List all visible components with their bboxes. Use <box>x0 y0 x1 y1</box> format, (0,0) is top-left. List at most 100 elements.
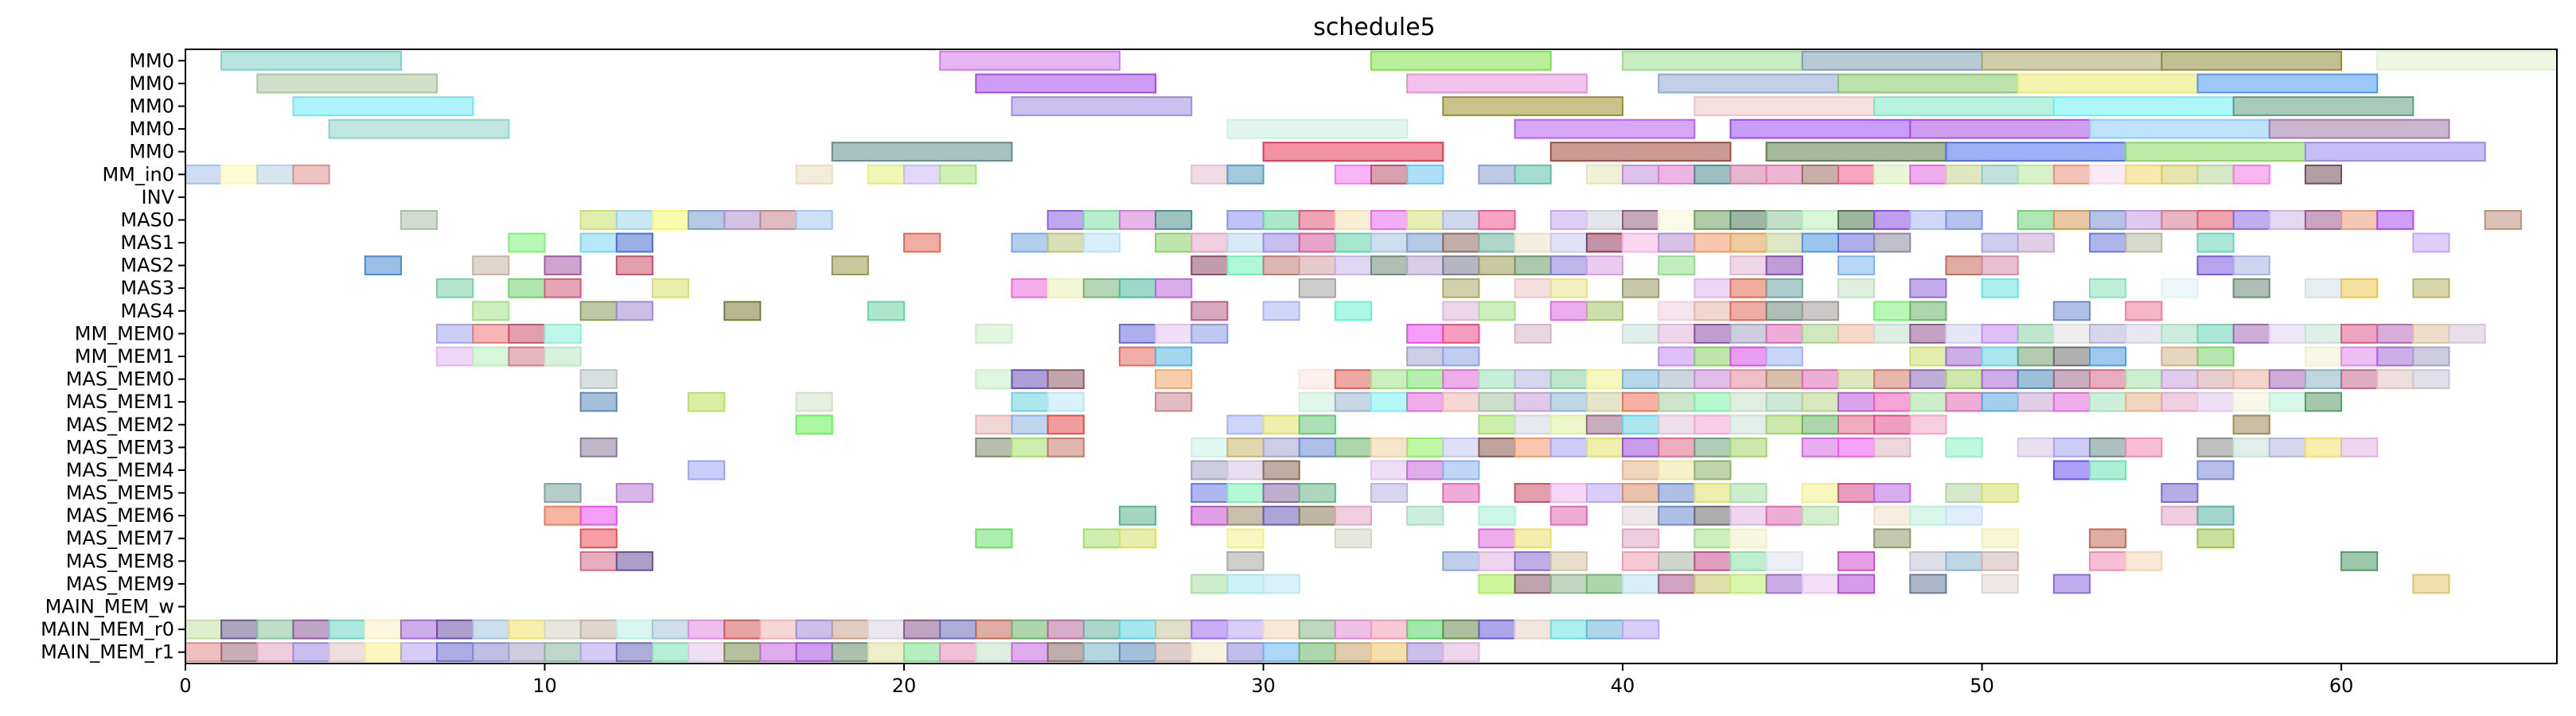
task-bar <box>2412 346 2450 367</box>
y-tick-label: MM0 <box>129 118 174 140</box>
task-bar <box>2196 369 2235 390</box>
task-bar <box>1729 528 1767 549</box>
task-bar <box>615 642 653 663</box>
task-bar <box>1693 460 1732 481</box>
task-bar <box>1837 369 1876 390</box>
task-bar <box>688 210 726 230</box>
task-bar <box>1406 619 1444 640</box>
y-tick-label: MAS_MEM6 <box>66 504 174 527</box>
task-bar <box>2196 73 2379 94</box>
task-bar <box>1370 232 1409 253</box>
task-bar <box>1658 505 1696 526</box>
task-bar <box>1622 278 1660 298</box>
task-bar <box>1406 460 1444 481</box>
task-bar <box>615 551 653 571</box>
task-bar <box>544 483 582 503</box>
task-bar <box>399 642 438 663</box>
task-bar <box>975 73 1157 94</box>
x-tick-label: 50 <box>1970 675 1994 697</box>
task-bar <box>1155 278 1193 298</box>
task-bar <box>2089 369 2127 390</box>
task-bar <box>2161 278 2199 298</box>
task-bar <box>1801 414 1839 435</box>
task-bar <box>615 619 653 640</box>
task-bar <box>2125 369 2163 390</box>
task-bar <box>1011 369 1049 390</box>
task-bar <box>1945 346 1983 367</box>
task-bar <box>579 551 618 571</box>
task-bar <box>1226 414 1265 435</box>
task-bar <box>1622 505 1660 526</box>
task-bar <box>328 642 366 663</box>
task-bar <box>1046 369 1085 390</box>
task-bar <box>1693 505 1732 526</box>
task-bar <box>867 642 906 663</box>
task-bar <box>1406 210 1444 230</box>
task-bar <box>1585 619 1624 640</box>
task-bar <box>2232 437 2270 457</box>
task-bar <box>1478 164 1516 185</box>
task-bar <box>1262 255 1300 276</box>
task-bar <box>2304 278 2343 298</box>
task-bar <box>759 619 797 640</box>
task-bar <box>1155 232 1193 253</box>
task-bar <box>2376 323 2414 344</box>
task-bar <box>1837 323 1876 344</box>
task-bar <box>1478 528 1516 549</box>
task-bar <box>2340 437 2379 457</box>
task-bar <box>723 642 762 663</box>
task-bar <box>1549 551 1588 571</box>
task-bar <box>1981 164 2019 185</box>
task-bar <box>579 619 618 640</box>
task-bar <box>1514 255 1552 276</box>
task-bar <box>1837 73 2019 94</box>
task-bar <box>292 164 330 185</box>
task-bar <box>1406 73 1588 94</box>
task-bar <box>1622 232 1660 253</box>
task-bar <box>1298 278 1336 298</box>
x-tick-label: 30 <box>1251 675 1276 697</box>
task-bar <box>1082 278 1120 298</box>
task-bar <box>615 483 653 503</box>
task-bar <box>1370 460 1409 481</box>
task-bar <box>1801 483 1839 503</box>
task-bar <box>1011 96 1193 116</box>
task-bar <box>2268 437 2306 457</box>
task-bar <box>1118 210 1157 230</box>
task-bar <box>2052 437 2091 457</box>
task-bar <box>1549 619 1588 640</box>
task-bar <box>1765 369 1803 390</box>
task-bar <box>1585 210 1624 230</box>
task-bar <box>1046 391 1085 412</box>
task-bar <box>1478 255 1516 276</box>
task-bar <box>723 210 762 230</box>
task-bar <box>1370 255 1409 276</box>
task-bar <box>220 619 259 640</box>
task-bar <box>436 619 474 640</box>
task-bar <box>1191 164 1229 185</box>
task-bar <box>615 210 653 230</box>
task-bar <box>1837 232 1876 253</box>
task-bar <box>1801 323 1839 344</box>
task-bar <box>1693 437 1732 457</box>
task-bar <box>2196 391 2235 412</box>
task-bar <box>1909 574 1947 594</box>
task-bar <box>1298 232 1336 253</box>
task-bar <box>1442 460 1480 481</box>
task-bar <box>2376 369 2414 390</box>
task-bar <box>328 619 366 640</box>
task-bar <box>2340 346 2379 367</box>
task-bar <box>1945 483 1983 503</box>
task-bar <box>1191 460 1229 481</box>
task-bar <box>1585 391 1624 412</box>
task-bar <box>1765 574 1803 594</box>
task-bar <box>1155 619 1193 640</box>
task-bar <box>508 619 546 640</box>
task-bar <box>2161 346 2199 367</box>
task-bar <box>2089 323 2127 344</box>
task-bar <box>1658 255 1696 276</box>
task-bar <box>1370 369 1409 390</box>
task-bar <box>1549 210 1588 230</box>
x-tick-label: 0 <box>179 675 191 697</box>
task-bar <box>2125 551 2163 571</box>
